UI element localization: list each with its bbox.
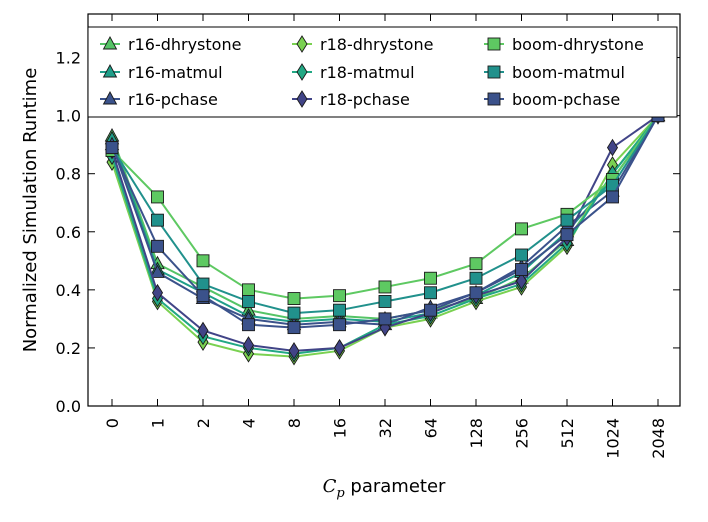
y-tick-label-0.6: 0.6 (56, 223, 81, 242)
y-tick-label-0.0: 0.0 (56, 397, 81, 416)
x-tick-label-512: 512 (558, 418, 577, 449)
legend-label-boom-matmul: boom-matmul (512, 63, 625, 82)
legend-entry-boom-matmul: boom-matmul (484, 63, 625, 82)
legend-label-r18-matmul: r18-matmul (320, 63, 415, 82)
x-axis-label-text: parameter (345, 476, 446, 497)
legend-entry-r18-matmul: r18-matmul (292, 63, 415, 82)
legend-marker-r16-matmul (102, 64, 118, 78)
data-point-boom-matmul-8 (287, 306, 301, 320)
legend-entry-r16-matmul: r16-matmul (100, 63, 223, 82)
legend-label-r16-pchase: r16-pchase (128, 90, 218, 109)
x-tick-label-16: 16 (331, 418, 350, 438)
data-point-boom-matmul-2 (196, 277, 210, 291)
data-point-boom-pchase-2 (196, 289, 210, 303)
data-point-boom-matmul-256 (515, 248, 528, 262)
data-point-boom-pchase-0 (105, 141, 119, 155)
x-axis-label-subscript: p (336, 486, 345, 501)
legend-entry-r16-dhrystone: r16-dhrystone (100, 35, 241, 54)
legend-marker-r16-dhrystone (102, 36, 118, 50)
series-boom-dhrystone (105, 109, 665, 306)
x-tick-label-8: 8 (285, 418, 304, 428)
legend-label-r18-dhrystone: r18-dhrystone (320, 35, 433, 54)
legend-entry-r18-pchase: r18-pchase (292, 90, 410, 109)
data-point-boom-dhrystone-8 (287, 292, 301, 306)
data-point-boom-matmul-32 (378, 295, 392, 308)
y-tick-label-0.8: 0.8 (56, 165, 81, 184)
legend-marker-r16-pchase (102, 91, 118, 105)
data-point-boom-pchase-64 (424, 303, 437, 317)
y-axis-label: Normalized Simulation Runtime (20, 68, 41, 353)
plot-frame (87, 13, 681, 407)
ticks-layer: 0.0 0.2 0.4 0.6 0.8 1.0 1.2 0 1 2 4 8 16 32 64 128 256 51… (56, 14, 680, 459)
x-tick-label-2: 2 (194, 418, 213, 428)
legend-entry-r16-pchase: r16-pchase (100, 90, 218, 109)
data-point-boom-dhrystone-16 (333, 289, 346, 303)
data-point-boom-pchase-256 (515, 263, 528, 276)
x-tick-label-256: 256 (513, 418, 532, 449)
legend-marker-boom-dhrystone (487, 37, 501, 51)
data-point-boom-matmul-512 (560, 213, 574, 227)
data-point-r18-pchase-256 (515, 272, 528, 290)
data-point-r16-pchase-1 (150, 264, 165, 278)
legend-entry-boom-pchase: boom-pchase (484, 90, 620, 109)
data-point-boom-matmul-128 (469, 271, 483, 285)
legend-marker-boom-pchase (487, 92, 501, 106)
legend-label-r16-matmul: r16-matmul (128, 63, 223, 82)
x-tick-label-1024: 1024 (604, 418, 623, 459)
legend-box (87, 26, 678, 118)
data-point-boom-dhrystone-128 (469, 257, 483, 271)
x-axis-label-variable: C (323, 476, 337, 497)
data-point-boom-pchase-512 (560, 228, 574, 242)
x-axis-label: Cp parameter (323, 476, 446, 501)
legend-label-boom-dhrystone: boom-dhrystone (512, 35, 644, 54)
legend-entry-r18-dhrystone: r18-dhrystone (292, 35, 433, 54)
legend: r16-dhrystone r16-matmul r16-pchase r18-dhr… (87, 26, 678, 118)
data-point-boom-matmul-1 (151, 213, 164, 227)
data-point-boom-matmul-4 (242, 295, 255, 308)
data-point-boom-pchase-8 (287, 321, 301, 335)
data-point-boom-dhrystone-4 (242, 283, 255, 297)
x-tick-label-32: 32 (376, 418, 395, 438)
series-layer (104, 106, 666, 366)
data-point-r18-pchase-8 (288, 341, 300, 360)
data-point-boom-pchase-1 (151, 239, 164, 253)
x-tick-label-64: 64 (422, 418, 441, 438)
x-tick-label-4: 4 (240, 418, 259, 428)
data-point-r18-pchase-2 (197, 321, 209, 340)
x-tick-label-2048: 2048 (649, 418, 668, 459)
legend-label-r18-pchase: r18-pchase (320, 90, 410, 109)
data-point-boom-pchase-4 (242, 318, 255, 332)
data-point-boom-matmul-16 (333, 303, 346, 317)
legend-marker-r18-pchase (296, 90, 308, 108)
data-point-boom-pchase-16 (333, 318, 346, 332)
data-point-r18-pchase-4 (242, 336, 255, 354)
y-tick-label-0.2: 0.2 (56, 339, 81, 358)
data-point-boom-dhrystone-256 (515, 222, 528, 236)
data-point-boom-pchase-128 (469, 286, 483, 300)
legend-label-r16-dhrystone: r16-dhrystone (128, 35, 241, 54)
legend-marker-r18-matmul (296, 63, 308, 81)
legend-marker-boom-matmul (487, 65, 501, 79)
data-point-boom-dhrystone-32 (378, 280, 392, 294)
y-tick-label-1.0: 1.0 (56, 107, 81, 126)
data-point-boom-dhrystone-64 (424, 271, 437, 285)
series-boom-matmul (105, 109, 665, 320)
x-tick-label-1: 1 (149, 418, 168, 428)
data-point-r18-pchase-1 (151, 283, 164, 302)
data-point-boom-matmul-64 (424, 286, 437, 300)
y-tick-label-1.2: 1.2 (56, 49, 81, 68)
data-point-boom-dhrystone-1 (151, 190, 164, 204)
y-tick-label-0.4: 0.4 (56, 281, 81, 300)
data-point-r18-pchase-1024 (606, 138, 619, 157)
legend-label-boom-pchase: boom-pchase (512, 90, 620, 109)
x-tick-label-0: 0 (103, 418, 122, 428)
x-tick-label-128: 128 (467, 418, 486, 449)
data-point-boom-dhrystone-2 (196, 254, 210, 268)
data-point-boom-pchase-32 (378, 312, 392, 326)
data-point-r18-pchase-16 (333, 339, 346, 357)
data-point-boom-pchase-1024 (606, 190, 619, 204)
legend-entry-boom-dhrystone: boom-dhrystone (484, 35, 644, 54)
legend-marker-r18-dhrystone (296, 35, 308, 53)
